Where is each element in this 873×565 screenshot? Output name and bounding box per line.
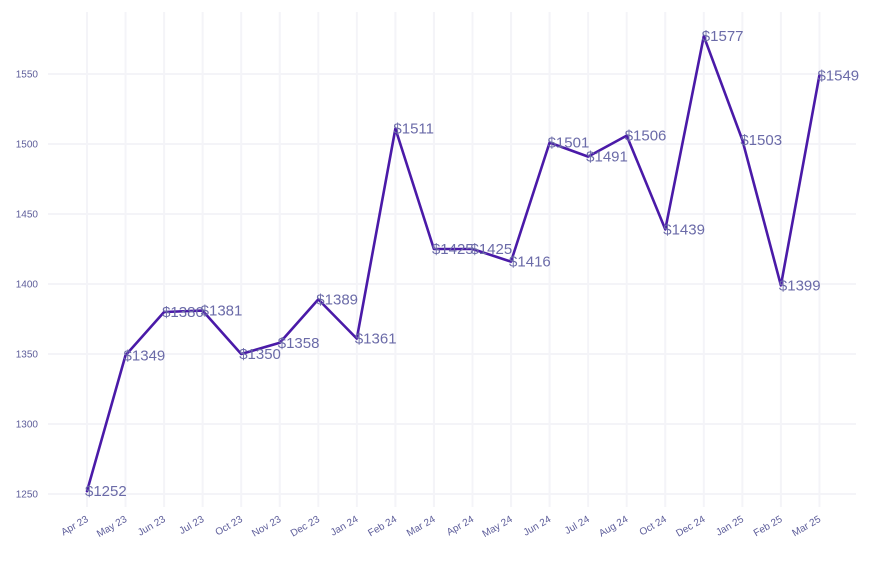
data-label: $1252 — [85, 483, 127, 500]
y-tick-label: 1300 — [16, 420, 39, 431]
x-tick-label: Oct 23 — [214, 514, 245, 538]
data-label: $1439 — [663, 221, 705, 238]
y-tick-label: 1250 — [16, 490, 39, 501]
data-label: $1425 — [471, 241, 513, 258]
y-tick-label: 1400 — [16, 280, 39, 291]
grid — [48, 12, 856, 507]
data-label: $1349 — [124, 347, 166, 364]
data-labels: $1252 $1349 $1380$1381 $1350$1358 $1389 $1361… — [85, 28, 859, 500]
x-tick-label: Aug 24 — [597, 514, 630, 540]
data-label: $1491 — [586, 149, 628, 166]
data-label: $1503 — [740, 132, 782, 149]
x-tick-label: May 23 — [95, 514, 129, 540]
x-tick-label: May 24 — [481, 514, 515, 540]
x-tick-label: Oct 24 — [638, 514, 669, 538]
data-label: $1380 — [162, 304, 204, 321]
data-label: $1399 — [779, 277, 821, 294]
y-tick-label: 1550 — [16, 70, 39, 81]
x-tick-label: Jul 24 — [563, 514, 592, 537]
x-tick-label: Dec 24 — [674, 514, 707, 540]
y-tick-label: 1350 — [16, 350, 39, 361]
x-tick-label: Jun 23 — [136, 514, 168, 539]
data-label: $1350 — [239, 346, 281, 363]
x-tick-label: Feb 25 — [752, 514, 785, 539]
data-label: $1389 — [316, 291, 358, 308]
data-label: $1506 — [625, 128, 667, 145]
x-tick-label: Jul 23 — [178, 514, 207, 537]
x-tick-label: Mar 24 — [405, 514, 438, 539]
y-tick-label: 1450 — [16, 210, 39, 221]
series-line-group — [85, 34, 821, 493]
data-label: $1501 — [548, 135, 590, 152]
x-axis: Apr 23 May 23 Jun 23 Jul 23 Oct 23 Nov 23 Dec … — [59, 514, 823, 540]
data-label: $1358 — [278, 335, 320, 352]
data-label: $1381 — [201, 303, 243, 320]
series-line — [85, 34, 821, 493]
x-tick-label: Jan 24 — [329, 514, 361, 539]
x-tick-label: Mar 25 — [790, 514, 823, 539]
data-label: $1577 — [702, 28, 744, 45]
x-tick-label: Feb 24 — [366, 514, 399, 539]
x-tick-label: Jan 25 — [714, 514, 746, 539]
data-label: $1549 — [817, 67, 859, 84]
x-tick-label: Apr 23 — [59, 514, 90, 538]
x-tick-label: Dec 23 — [289, 514, 322, 540]
data-label: $1416 — [509, 254, 551, 271]
y-tick-label: 1500 — [16, 140, 39, 151]
x-tick-label: Jun 24 — [522, 514, 554, 539]
x-tick-label: Apr 24 — [445, 514, 476, 538]
data-label: $1361 — [355, 331, 397, 348]
y-axis: 1250 1300 1350 1400 1450 1500 1550 — [16, 70, 39, 501]
data-label: $1511 — [393, 121, 434, 138]
data-label: $1425 — [432, 241, 474, 258]
x-tick-label: Nov 23 — [250, 514, 283, 540]
